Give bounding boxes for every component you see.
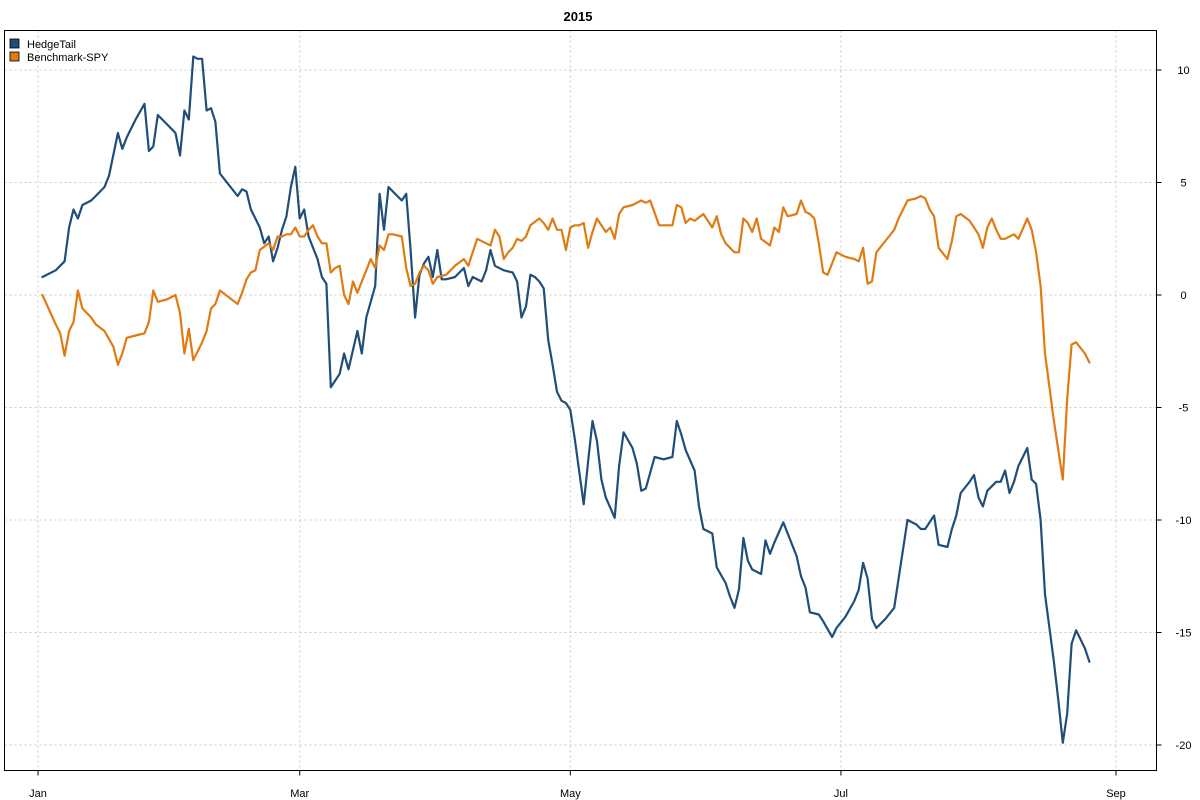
x-tick-label: Sep	[1106, 788, 1126, 800]
series-lines	[41, 55, 1091, 744]
legend-label: HedgeTail	[27, 39, 76, 51]
legend-swatch	[9, 38, 20, 49]
y-tick-label: -5	[1179, 403, 1189, 415]
x-tick-label: Mar	[290, 788, 309, 800]
y-tick-label: -10	[1176, 515, 1192, 527]
legend-label: Benchmark-SPY	[27, 52, 109, 64]
series-line-benchmark-spy	[41, 194, 1091, 481]
chart-title: 2015	[564, 9, 593, 24]
grid	[4, 30, 1157, 771]
y-tick-label: -20	[1176, 740, 1192, 752]
legend-swatch	[9, 51, 20, 62]
y-axis: 10 5 0 -5 -10 -15 -20	[1156, 65, 1192, 752]
y-tick-label: 0	[1180, 290, 1186, 302]
y-tick-label: -15	[1176, 628, 1192, 640]
y-tick-label: 10	[1177, 65, 1189, 77]
x-tick-label: Jan	[29, 788, 47, 800]
series-line-hedgetail	[41, 55, 1091, 744]
y-tick-label: 5	[1180, 178, 1186, 190]
x-tick-label: Jul	[834, 788, 848, 800]
x-axis: Jan Mar May Jul Sep	[29, 770, 1126, 800]
x-tick-label: May	[560, 788, 581, 800]
